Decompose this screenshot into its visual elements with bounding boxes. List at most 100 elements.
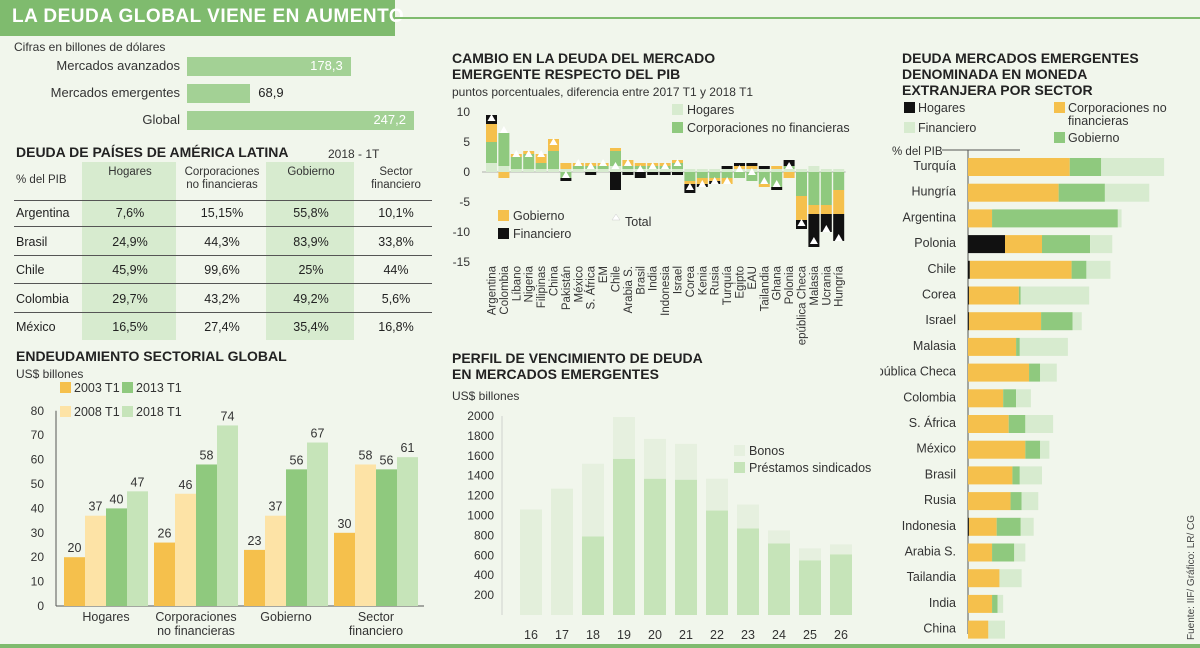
sectorfx-bar-segment [999, 569, 1022, 588]
sectorfx-bar-segment [968, 517, 997, 536]
change-category-label: República Checa [797, 265, 809, 345]
table-cell: 43,2% [204, 291, 240, 306]
sectorfx-bar-segment [1072, 312, 1082, 331]
sectorfx-bar-segment [968, 620, 989, 639]
change-category-label: México [573, 266, 585, 302]
sectoral-bar-label: 23 [248, 534, 262, 548]
maturity-bar-prestamos [520, 509, 542, 615]
maturity-bar-bonos [675, 443, 697, 480]
change-bar-segment [610, 151, 621, 166]
sectorfx-bar-segment [997, 594, 1004, 613]
sectorfx-bar-segment [992, 543, 1015, 562]
table-cell: 7,6% [115, 206, 145, 220]
table-header: Corporaciones no financieras [184, 166, 260, 191]
sectorfx-bar-segment [1040, 440, 1050, 459]
source-note: Fuente: IIF/ Gráfico: LR/ CG [1186, 514, 1197, 640]
sectorfx-bar-segment [1086, 260, 1111, 279]
change-bar-segment [548, 151, 559, 169]
sectorfx-category-label: Tailandia [907, 570, 956, 584]
change-bar-segment [746, 166, 758, 169]
change-bar-segment [672, 172, 683, 175]
sectoral-bar [175, 493, 196, 606]
sectoral-bar-label: 47 [131, 475, 145, 489]
change-total-marker [487, 114, 496, 121]
maturity-bar-bonos [737, 504, 759, 529]
table-cell: 44% [383, 263, 409, 277]
sectorfx-bar-segment [1117, 209, 1122, 228]
sectoral-bar-label: 46 [179, 478, 193, 492]
change-bar-segment [820, 205, 832, 214]
sectorfx-bar-segment [1029, 363, 1041, 382]
table-cell: 29,7% [112, 291, 148, 306]
sectorfx-bar-segment [1020, 517, 1034, 536]
change-total-marker [785, 162, 794, 169]
global-bar-value: 178,3 [310, 58, 343, 73]
sectorfx-category-label: República Checa [880, 365, 956, 379]
sectorfx-bar-segment [969, 260, 1072, 279]
sectoral-bar [376, 469, 397, 606]
sectorfx-bar-segment [1041, 312, 1073, 331]
change-bar-segment [647, 172, 659, 175]
change-bar-segment [659, 169, 671, 172]
sectorfx-category-label: India [929, 596, 956, 610]
change-bar-segment [647, 169, 659, 172]
change-bar-segment [820, 172, 832, 205]
maturity-bar-bonos [644, 438, 666, 479]
maturity-bar-prestamos [551, 488, 573, 615]
change-legend-swatch [498, 228, 509, 239]
change-bar-segment [610, 148, 621, 151]
sectoral-ytick: 60 [31, 453, 45, 467]
maturity-bar-bonos [613, 416, 635, 459]
maturity-ytick: 1800 [467, 429, 494, 443]
change-category-label: Hungría [834, 265, 846, 307]
change-bar-segment [833, 169, 845, 172]
sectorfx-category-label: Malasia [913, 339, 956, 353]
table-header: Gobierno [287, 166, 335, 178]
change-bar-segment [721, 169, 733, 172]
table-row-rule [14, 226, 432, 227]
change-subtitle: puntos porcentuales, diferencia entre 20… [452, 85, 754, 99]
change-total-marker [685, 183, 694, 190]
change-category-label: Egipto [735, 266, 747, 299]
table-cell: 5,6% [381, 291, 411, 306]
sectorfx-category-label: México [916, 442, 956, 456]
maturity-xtick: 25 [803, 628, 817, 640]
change-bar-segment [523, 169, 535, 172]
global-bar-value: 68,9 [258, 85, 284, 100]
change-bar-segment [585, 169, 597, 172]
global-bar-label: Mercados avanzados [56, 58, 180, 73]
sectorfx-bar-segment [968, 363, 1030, 382]
sectoral-ytick: 50 [31, 477, 45, 491]
change-category-label: India [648, 265, 660, 291]
maturity-bar-prestamos [582, 536, 604, 615]
global-bar-label: Mercados emergentes [50, 85, 180, 100]
sectoral-bar-label: 40 [110, 492, 124, 506]
maturity-xtick: 22 [710, 628, 724, 640]
table-cell: 27,4% [204, 320, 240, 334]
sectorfx-bar-segment [968, 594, 993, 613]
change-bar-segment [510, 157, 522, 169]
change-bar-segment [808, 205, 820, 214]
change-category-label: Malasia [809, 265, 821, 305]
change-legend-label: Gobierno [513, 209, 564, 223]
sectoral-bar-label: 58 [359, 448, 373, 462]
change-category-label: EAU [747, 266, 759, 290]
sectoral-bar-label: 56 [380, 453, 394, 467]
sectorfx-bar-segment [992, 594, 998, 613]
sectoral-bar [106, 508, 127, 606]
maturity-ytick: 200 [474, 588, 494, 602]
sectoral-category-label: Gobierno [260, 610, 311, 624]
sectorfx-category-label: Colombia [903, 390, 956, 404]
sectorfx-category-label: S. África [909, 415, 956, 430]
change-bar-segment [696, 169, 708, 172]
sectorfx-bar-segment [1016, 389, 1031, 408]
sectoral-bar [244, 549, 265, 606]
change-total-marker [822, 225, 831, 232]
table-cell: 55,8% [293, 206, 329, 220]
sectoral-bar [64, 557, 85, 606]
change-legend-label: Hogares [687, 103, 734, 117]
sectorfx-bar-segment [992, 209, 1118, 228]
sectorfx-bar-segment [988, 620, 1005, 639]
change-bar-segment [684, 181, 696, 184]
maturity-bar-bonos [768, 530, 790, 544]
